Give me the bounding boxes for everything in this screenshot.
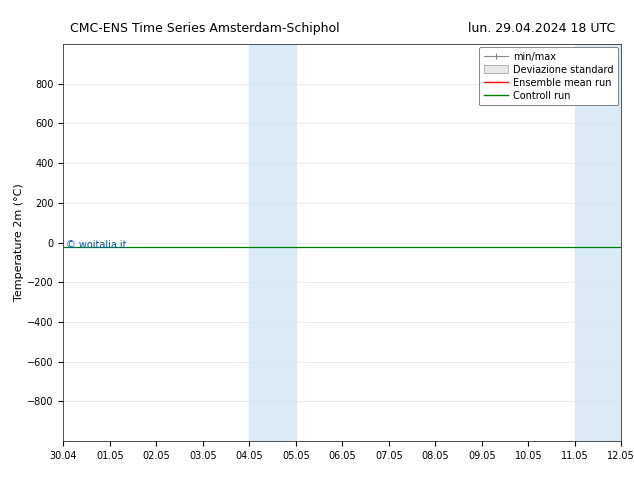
- Y-axis label: Temperature 2m (°C): Temperature 2m (°C): [15, 184, 24, 301]
- Text: CMC-ENS Time Series Amsterdam-Schiphol: CMC-ENS Time Series Amsterdam-Schiphol: [70, 22, 339, 35]
- Bar: [575, 44, 621, 441]
- Bar: [249, 44, 296, 441]
- Legend: min/max, Deviazione standard, Ensemble mean run, Controll run: min/max, Deviazione standard, Ensemble m…: [479, 47, 618, 105]
- Text: © woitalia.it: © woitalia.it: [66, 240, 127, 249]
- Text: lun. 29.04.2024 18 UTC: lun. 29.04.2024 18 UTC: [468, 22, 615, 35]
